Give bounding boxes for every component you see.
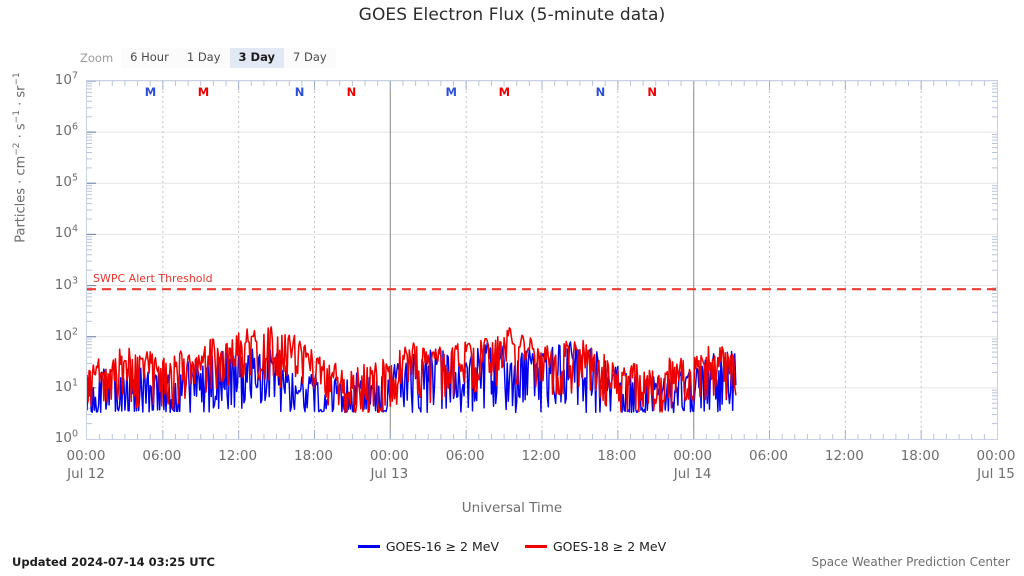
y-axis-tick-7: 107	[54, 70, 78, 88]
x-axis-tick-6: 12:00	[522, 448, 561, 464]
zoom-button-1-day[interactable]: 1 Day	[177, 48, 230, 68]
legend-label-goes18: GOES-18 ≥ 2 MeV	[553, 539, 667, 554]
zoom-label: Zoom	[80, 51, 114, 65]
x-tick-time: 12:00	[824, 448, 864, 464]
organization-label: Space Weather Prediction Center	[811, 555, 1010, 569]
event-marker-m-0[interactable]: M	[144, 85, 157, 99]
x-axis-tick-7: 18:00	[597, 448, 636, 464]
y-axis-tick-3: 103	[54, 275, 78, 293]
x-tick-time: 00:00	[976, 448, 1016, 464]
x-axis-tick-3: 18:00	[294, 448, 333, 464]
x-tick-date: Jul 13	[370, 466, 409, 482]
page-title: GOES Electron Flux (5-minute data)	[358, 5, 666, 25]
y-axis-labels: 100 101 102 103 104 105 106 107	[0, 0, 86, 520]
x-axis-tick-11: 18:00	[901, 448, 940, 464]
legend-swatch-goes18	[525, 545, 547, 548]
x-tick-time: 18:00	[597, 448, 637, 464]
legend: GOES-16 ≥ 2 MeV GOES-18 ≥ 2 MeV	[0, 539, 1024, 554]
zoom-control: Zoom 6 Hour 1 Day 3 Day 7 Day	[80, 48, 336, 68]
x-axis-tick-5: 06:00	[446, 448, 485, 464]
legend-label-goes16: GOES-16 ≥ 2 MeV	[385, 539, 499, 554]
flux-plot	[87, 81, 997, 439]
zoom-button-6-hour[interactable]: 6 Hour	[121, 48, 178, 68]
x-axis-title: Universal Time	[461, 500, 563, 516]
x-tick-date: Jul 14	[673, 466, 712, 482]
y-axis-tick-1: 101	[54, 377, 78, 395]
x-tick-date: Jul 15	[977, 466, 1015, 482]
y-axis-tick-0: 100	[54, 428, 78, 446]
x-axis-tick-9: 06:00	[749, 448, 788, 464]
x-axis-tick-8: 00:00 Jul 14	[673, 448, 712, 482]
x-tick-time: 12:00	[521, 448, 561, 464]
event-marker-n-2[interactable]: N	[294, 85, 305, 99]
x-axis-tick-1: 06:00	[142, 448, 181, 464]
event-marker-n-3[interactable]: N	[346, 85, 357, 99]
zoom-button-3-day[interactable]: 3 Day	[229, 48, 284, 68]
event-marker-n-7[interactable]: N	[647, 85, 658, 99]
threshold-label: SWPC Alert Threshold	[93, 272, 213, 286]
x-axis-tick-0: 00:00 Jul 12	[67, 448, 106, 482]
y-axis-tick-6: 106	[54, 121, 78, 140]
x-axis-tick-12: 00:00 Jul 15	[977, 448, 1016, 482]
updated-timestamp: Updated 2024-07-14 03:25 UTC	[12, 555, 215, 569]
zoom-button-7-day[interactable]: 7 Day	[284, 48, 336, 68]
x-tick-time: 00:00	[66, 448, 106, 464]
x-axis-tick-10: 12:00	[825, 448, 864, 464]
series-line-goes18	[87, 326, 737, 414]
x-tick-time: 12:00	[218, 448, 258, 464]
x-tick-time: 18:00	[294, 448, 333, 464]
event-marker-n-6[interactable]: N	[595, 85, 606, 99]
event-marker-m-1[interactable]: M	[197, 85, 210, 99]
y-axis-tick-5: 105	[54, 172, 78, 191]
x-tick-time: 18:00	[900, 448, 940, 464]
y-axis-tick-4: 104	[54, 223, 78, 242]
legend-item-goes18: GOES-18 ≥ 2 MeV	[525, 539, 666, 554]
y-axis-title: Particles · cm−2 · s−1 · sr−1	[12, 72, 29, 243]
y-axis-tick-2: 102	[54, 326, 78, 344]
event-marker-m-5[interactable]: M	[498, 85, 511, 99]
x-tick-time: 06:00	[445, 448, 485, 464]
x-tick-time: 06:00	[142, 448, 182, 464]
x-tick-time: 00:00	[369, 448, 409, 464]
x-axis-tick-4: 00:00 Jul 13	[370, 448, 409, 482]
legend-swatch-goes16	[357, 545, 380, 548]
x-tick-time: 06:00	[749, 448, 788, 464]
x-axis-tick-2: 12:00	[218, 448, 257, 464]
legend-item-goes16: GOES-16 ≥ 2 MeV	[357, 539, 499, 554]
x-tick-time: 00:00	[673, 448, 713, 464]
x-tick-date: Jul 12	[67, 466, 105, 482]
plot-area[interactable]	[86, 80, 998, 440]
event-marker-m-4[interactable]: M	[445, 85, 457, 99]
